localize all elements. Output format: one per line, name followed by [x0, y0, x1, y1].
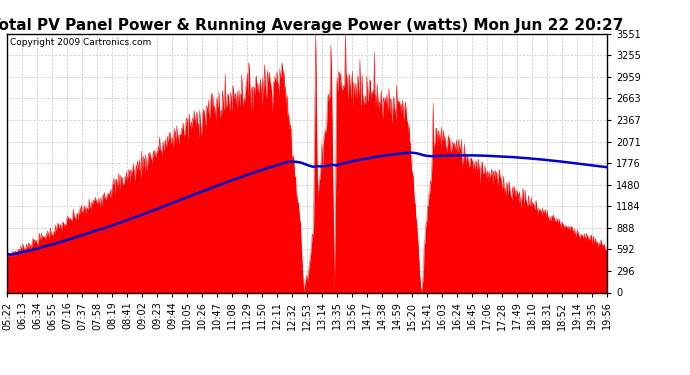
Title: Total PV Panel Power & Running Average Power (watts) Mon Jun 22 20:27: Total PV Panel Power & Running Average P… — [0, 18, 624, 33]
Text: Copyright 2009 Cartronics.com: Copyright 2009 Cartronics.com — [10, 38, 151, 46]
